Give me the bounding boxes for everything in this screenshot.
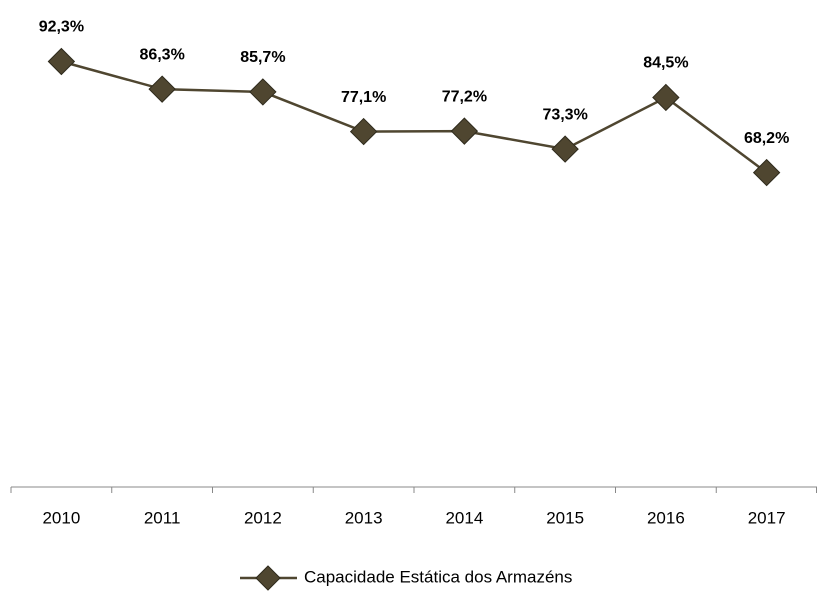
x-tick-label: 2012 [244,508,282,527]
data-label: 73,3% [542,106,587,123]
x-tick-label: 2010 [42,508,80,527]
legend-label: Capacidade Estática dos Armazéns [304,567,572,586]
data-label: 84,5% [643,55,688,72]
x-tick-label: 2016 [647,508,685,527]
data-point [652,83,680,112]
data-point [450,117,479,145]
data-point [752,158,781,187]
x-tick-label: 2013 [345,508,383,527]
x-tick-label: 2011 [144,508,181,527]
data-label: 85,7% [240,49,285,66]
data-label: 77,2% [442,88,487,105]
data-point [349,117,378,146]
x-tick-label: 2017 [748,508,786,527]
data-label: 77,1% [341,89,386,106]
legend-marker [255,565,281,591]
data-point [148,75,176,103]
series-line [61,60,768,174]
data-point [47,47,76,76]
x-tick-label: 2014 [445,508,483,527]
data-label: 86,3% [139,46,184,63]
data-label: 92,3% [39,19,84,36]
data-point [551,135,579,163]
data-label: 68,2% [744,130,789,147]
data-point [249,78,277,106]
x-tick-label: 2015 [546,508,584,527]
